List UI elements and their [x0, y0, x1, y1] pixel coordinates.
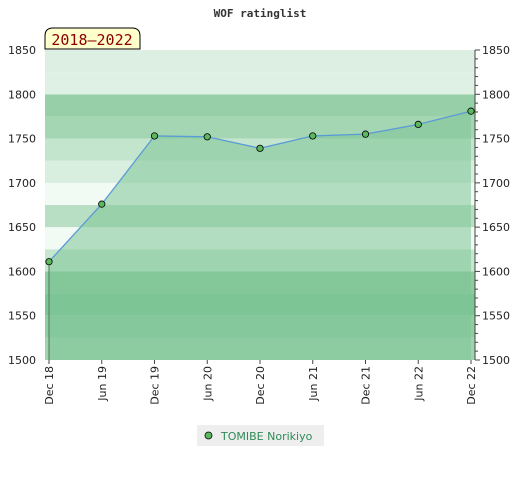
- period-label-box: [44, 27, 141, 50]
- y-tick-label-right: 1600: [482, 265, 510, 278]
- x-tick-label: Jun 20: [201, 366, 214, 402]
- y-tick-label-right: 1500: [482, 354, 510, 367]
- y-tick-label-left: 1850: [8, 44, 36, 57]
- x-axis: Dec 18 Jun 19 Dec 19 Jun 20 Dec 20 Jun 21 Dec …: [43, 360, 478, 405]
- data-point: [467, 107, 475, 115]
- y-tick-label-right: 1550: [482, 310, 510, 323]
- y-tick-label-right: 1850: [482, 44, 510, 57]
- data-point: [309, 132, 317, 140]
- y-tick-label-right: 1650: [482, 221, 510, 234]
- data-point: [256, 144, 264, 152]
- background-band: [45, 72, 475, 95]
- y-tick-label-right: 1700: [482, 177, 510, 190]
- x-tick-label: Dec 21: [360, 366, 373, 405]
- legend-box: [197, 425, 324, 446]
- y-axis-left: 1500 1550 1600 1650 1700 1750 1800 1850: [8, 44, 36, 367]
- background-band: [45, 94, 475, 117]
- y-tick-label-left: 1650: [8, 221, 36, 234]
- data-point: [150, 132, 159, 140]
- y-axis-right: 1500 1550 1600 1650 1700 1750 1800 1850: [474, 44, 510, 367]
- data-points: [45, 107, 475, 266]
- legend-label: TOMIBE Norikiyo: [220, 430, 313, 443]
- chart-title: WOF ratinglist: [214, 7, 307, 20]
- y-tick-label-right: 1750: [482, 133, 510, 146]
- x-tick-label: Jun 19: [96, 366, 109, 402]
- x-tick-label: Jun 21: [307, 366, 320, 402]
- data-point: [414, 120, 422, 129]
- data-point: [203, 133, 211, 141]
- x-tick-label: Dec 22: [465, 366, 478, 405]
- x-tick-label: Jun 22: [412, 366, 425, 402]
- x-tick-label: Dec 18: [43, 366, 56, 405]
- data-point: [45, 258, 53, 266]
- legend-marker: [204, 431, 213, 440]
- legend[interactable]: TOMIBE Norikiyo: [197, 425, 324, 446]
- y-tick-label-right: 1800: [482, 88, 510, 101]
- period-label: 2018–2022: [44, 27, 141, 50]
- y-tick-label-left: 1500: [8, 354, 36, 367]
- period-label-text: 2018–2022: [51, 31, 132, 49]
- y-tick-label-left: 1550: [8, 310, 36, 323]
- background-band: [45, 50, 475, 73]
- y-tick-label-left: 1700: [8, 177, 36, 190]
- y-tick-label-left: 1800: [8, 88, 36, 101]
- x-tick-label: Dec 20: [254, 366, 267, 405]
- data-point: [98, 200, 106, 208]
- x-tick-label: Dec 19: [149, 366, 162, 405]
- y-tick-label-left: 1600: [8, 265, 36, 278]
- rating-area: [49, 111, 471, 360]
- y-tick-label-left: 1750: [8, 133, 36, 146]
- data-point: [361, 130, 370, 138]
